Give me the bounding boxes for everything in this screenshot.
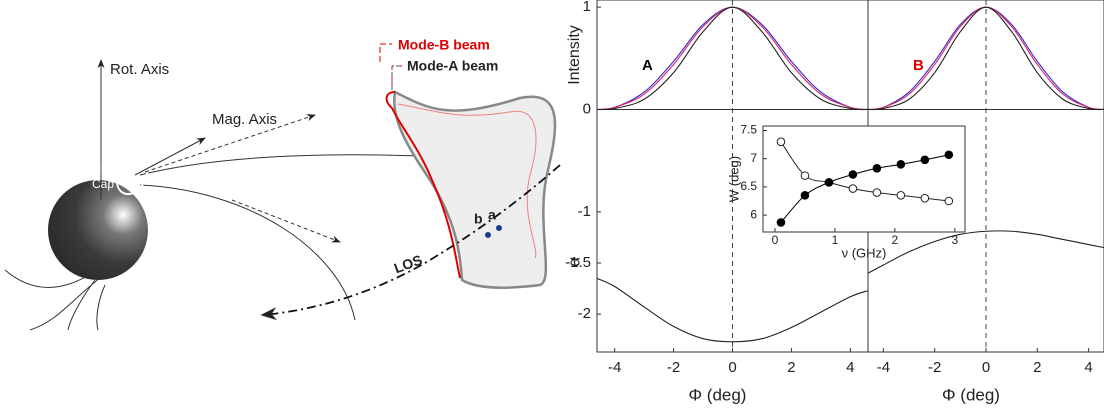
x-tick-label: -2: [928, 359, 941, 376]
x-axis-label: Φ (deg): [942, 385, 1000, 404]
los-line: [260, 164, 561, 321]
x-tick-label: 2: [892, 233, 899, 247]
data-point: [944, 150, 954, 160]
x-tick-label: 0: [772, 233, 779, 247]
x-tick-label: 1: [832, 233, 839, 247]
x-tick-label: 2: [1033, 359, 1041, 376]
x-axis-label: Φ (deg): [689, 385, 747, 404]
y-axis-label: Intensity: [566, 25, 583, 85]
data-point: [848, 184, 858, 193]
mode-b-inner: [397, 103, 537, 259]
label: b: [474, 211, 483, 227]
diagram: [4, 43, 561, 331]
y-tick-label: -2: [578, 305, 591, 322]
data-point: [824, 178, 834, 187]
panel-label: A: [642, 57, 653, 74]
label: a: [488, 207, 496, 223]
dashed-line: [231, 199, 341, 243]
label: LOS: [392, 251, 425, 276]
data-point: [800, 171, 810, 180]
mode-b-edge: [385, 91, 461, 279]
data-point: [896, 160, 906, 169]
label: Rot. Axis: [110, 61, 169, 78]
point-b: [485, 232, 491, 238]
y-axis-label: α: [564, 257, 583, 267]
data-point: [776, 218, 786, 227]
y-tick-label: 0: [583, 100, 591, 117]
label: Mode-B beam: [398, 37, 490, 53]
y-tick-label: -1: [578, 203, 591, 220]
leader: [391, 65, 402, 90]
field-line: [67, 279, 96, 331]
y-axis-label: W (deg): [726, 156, 741, 202]
point-a: [496, 225, 502, 231]
y-tick-label: 6: [750, 207, 757, 221]
data-point: [920, 193, 930, 203]
y-tick-label: 7.5: [740, 123, 757, 137]
data-point: [776, 137, 786, 147]
label: Mode-A beam: [407, 58, 498, 74]
star: [48, 180, 148, 280]
data-point: [896, 191, 906, 200]
data-point: [872, 188, 882, 197]
x-tick-label: 4: [1084, 359, 1092, 376]
x-tick-label: -4: [608, 359, 621, 376]
data-point: [848, 170, 858, 179]
label: Mag. Axis: [212, 111, 277, 128]
series-line: [596, 277, 869, 343]
y-tick-label: -1.5: [565, 254, 591, 271]
data-point: [872, 163, 882, 173]
x-tick-label: 0: [982, 359, 990, 376]
data-point: [800, 191, 810, 200]
label: Polar: [86, 162, 114, 176]
plot-frame: [762, 125, 966, 233]
x-tick-label: -4: [877, 359, 890, 376]
series-line: [596, 6, 869, 111]
x-tick-label: 0: [728, 359, 736, 376]
x-tick-label: -2: [667, 359, 680, 376]
x-axis-label: ν (GHz): [842, 245, 887, 260]
field-line: [139, 184, 356, 321]
data-point: [920, 155, 930, 165]
y-tick-label: 1: [583, 0, 591, 15]
series-line: [867, 230, 1104, 274]
panel-label: B: [913, 57, 924, 74]
y-tick-label: 7: [750, 151, 757, 165]
dashed-line: [144, 114, 316, 173]
y-tick-label: 6.5: [740, 179, 757, 193]
polar-cap: [115, 154, 149, 196]
x-tick-label: 2: [787, 359, 795, 376]
series-line: [867, 6, 1104, 111]
label: Cap: [92, 177, 114, 191]
x-tick-label: 4: [846, 359, 854, 376]
mode-a-beam: [392, 90, 557, 289]
data-point: [944, 196, 954, 206]
x-tick-label: 3: [951, 233, 958, 247]
field-line: [96, 284, 106, 331]
mag-axis: [134, 137, 206, 176]
